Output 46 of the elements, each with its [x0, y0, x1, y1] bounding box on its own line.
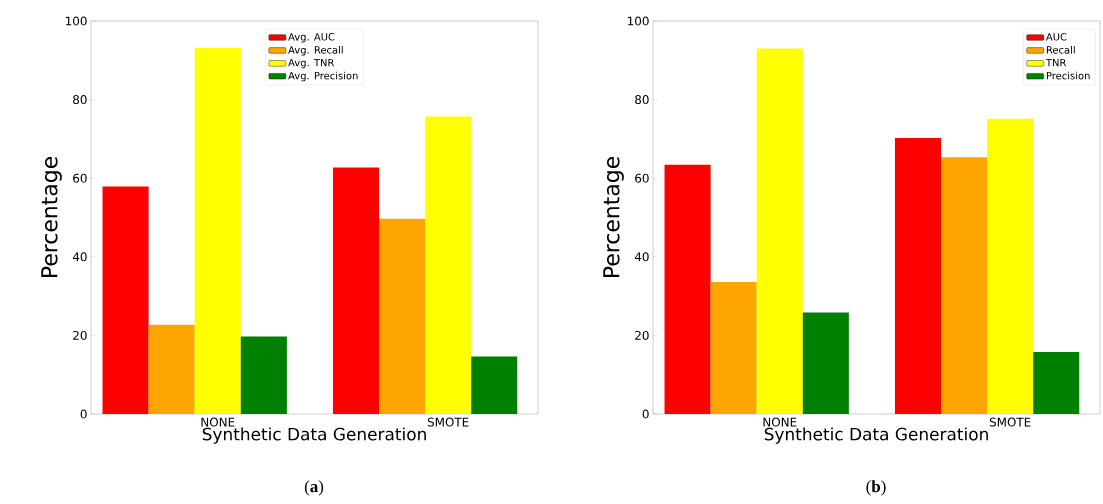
legend-label: Avg. Precision — [288, 71, 358, 82]
legend-label: Avg. TNR — [288, 58, 335, 69]
bar — [1033, 351, 1080, 414]
x-tick-label: SMOTE — [989, 417, 1031, 427]
text: (a) — [304, 480, 324, 496]
bar — [664, 164, 711, 414]
bar — [148, 324, 195, 414]
y-tick-label: 0 — [80, 409, 87, 419]
x-axis-title: Synthetic Data Generation — [764, 427, 988, 444]
legend-label: TNR — [1045, 58, 1067, 67]
y-tick-label: 40 — [72, 252, 87, 262]
y-tick-label: 60 — [635, 173, 649, 183]
y-tick-label: 40 — [634, 252, 649, 262]
y-tick-label: 0 — [642, 409, 649, 419]
x-tick-label: NONE — [763, 417, 797, 427]
bar — [894, 138, 942, 414]
bar — [987, 118, 1034, 414]
bar — [756, 48, 803, 414]
bar — [710, 281, 757, 414]
y-tick-label: 80 — [73, 95, 87, 105]
legend-label: Precision — [1046, 71, 1090, 80]
legend-label: Avg. AUC — [288, 33, 335, 43]
y-tick-label: 100 — [65, 16, 87, 26]
legend-label: AUC — [1045, 33, 1067, 41]
legend-label: Avg. Recall — [288, 45, 343, 56]
bar — [102, 186, 149, 414]
x-tick-label: NONE — [201, 417, 235, 427]
bar — [379, 218, 426, 414]
bar — [425, 116, 472, 414]
bar — [194, 47, 241, 414]
y-tick-label: 20 — [635, 330, 649, 340]
text: (b) — [866, 480, 886, 496]
legend-label: Recall — [1046, 45, 1075, 54]
bar — [240, 336, 287, 414]
y-axis-title: Percentage — [41, 156, 62, 277]
bar — [802, 312, 849, 414]
y-axis-title: Percentage — [603, 156, 624, 277]
y-tick-label: 100 — [627, 16, 649, 26]
y-tick-label: 20 — [73, 330, 87, 340]
x-tick-label: SMOTE — [427, 417, 469, 427]
x-axis-title: Synthetic Data Generation — [202, 427, 426, 444]
bar — [471, 356, 518, 414]
y-tick-label: 60 — [73, 173, 87, 183]
bar — [332, 167, 380, 414]
bar — [941, 157, 988, 414]
y-tick-label: 80 — [635, 95, 649, 105]
